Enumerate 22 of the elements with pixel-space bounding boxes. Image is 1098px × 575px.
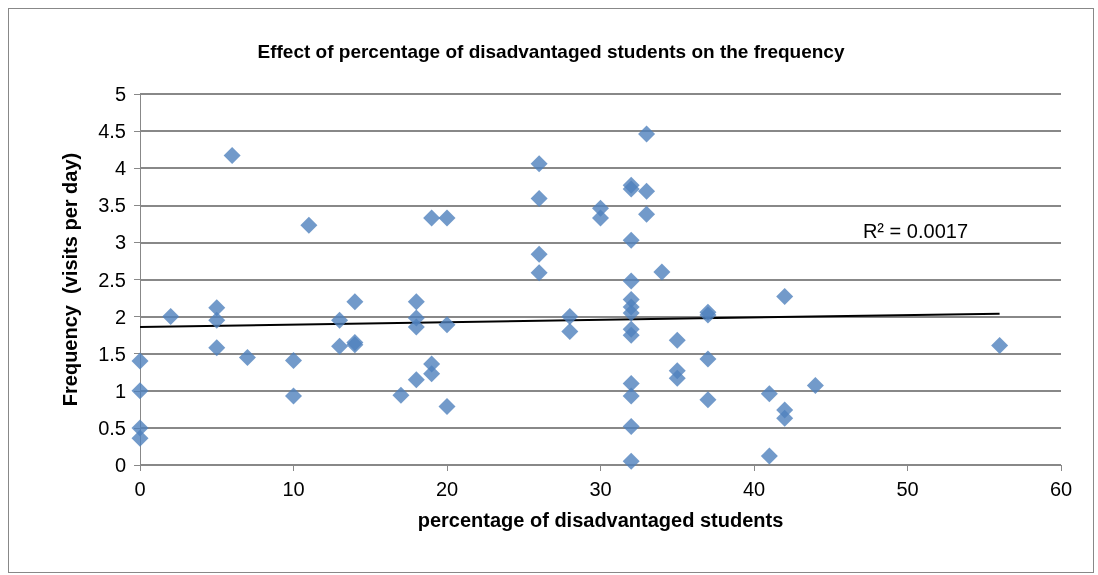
x-tick-label: 30 — [589, 478, 612, 500]
y-tick-label: 3 — [114, 231, 126, 254]
x-tick-label: 60 — [1049, 478, 1073, 500]
y-tick-label: 1 — [114, 379, 126, 402]
x-tick-label: 50 — [896, 478, 919, 500]
x-tick-label: 40 — [742, 478, 766, 500]
y-tick-label: 0 — [114, 454, 126, 476]
y-tick-label: 4.5 — [98, 120, 126, 143]
y-tick-label: 2 — [114, 305, 126, 328]
y-tick-label: 4 — [114, 157, 126, 180]
annotation: R² = 0.0017 — [862, 220, 969, 242]
x-tick-label: 0 — [134, 478, 146, 500]
x-tick-label: 10 — [282, 478, 305, 500]
y-tick-label: 5 — [114, 83, 126, 105]
x-axis-title: percentage of disadvantaged students — [417, 509, 784, 531]
y-tick-label: 2.5 — [98, 268, 126, 291]
y-tick-label: 3.5 — [98, 194, 126, 217]
chart-title: Effect of percentage of disadvantaged students on the frequency — [257, 41, 845, 62]
y-axis-title: Frequency (visits per day) — [59, 152, 81, 407]
y-tick-label: 0.5 — [98, 416, 126, 439]
y-tick-label: 1.5 — [98, 342, 126, 365]
x-tick-label: 20 — [435, 478, 459, 500]
